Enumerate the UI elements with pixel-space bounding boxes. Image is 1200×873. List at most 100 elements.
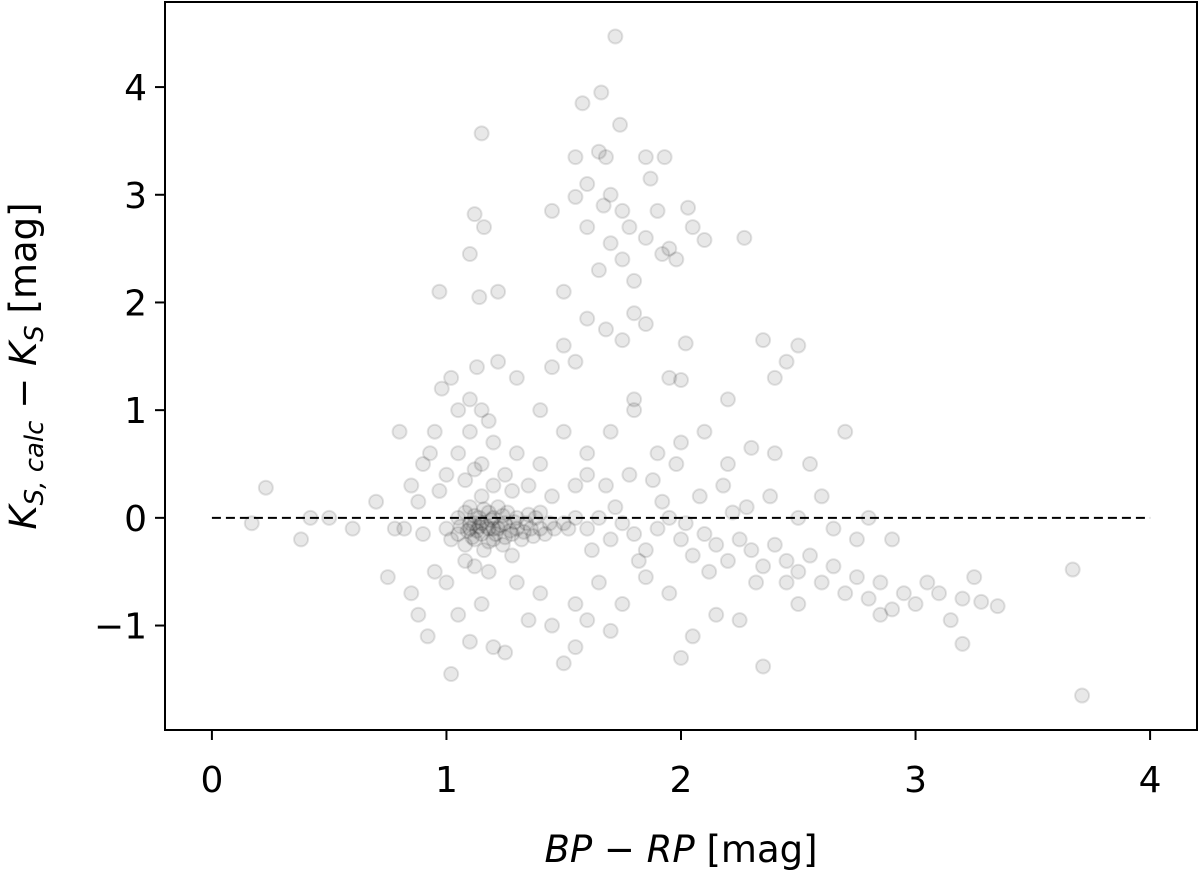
point xyxy=(715,477,732,494)
point xyxy=(403,585,420,602)
point xyxy=(696,232,713,248)
point xyxy=(673,531,689,548)
point xyxy=(790,563,807,580)
point xyxy=(614,515,631,532)
point xyxy=(431,482,448,499)
point xyxy=(825,558,842,575)
label-part: − xyxy=(2,366,45,421)
point xyxy=(536,526,553,542)
point xyxy=(680,199,697,216)
point xyxy=(461,391,478,408)
point xyxy=(473,456,490,472)
point xyxy=(719,391,736,408)
point xyxy=(766,536,783,553)
point xyxy=(724,504,741,521)
point xyxy=(637,229,654,246)
point xyxy=(583,542,600,559)
label-part: [mag] xyxy=(695,828,818,871)
point xyxy=(907,596,924,612)
point xyxy=(522,520,539,537)
point xyxy=(544,359,560,376)
point xyxy=(379,569,396,586)
point xyxy=(607,499,624,516)
point xyxy=(590,262,607,279)
point xyxy=(520,612,537,629)
label-part: RP xyxy=(647,828,696,871)
plot-frame xyxy=(164,1,1198,731)
point xyxy=(485,477,502,494)
point xyxy=(597,477,614,494)
point xyxy=(438,466,455,483)
point xyxy=(520,477,537,494)
point xyxy=(691,488,708,505)
point xyxy=(825,520,842,537)
point xyxy=(1064,561,1081,578)
point xyxy=(755,558,772,575)
point xyxy=(475,219,492,236)
point xyxy=(494,536,511,553)
point xyxy=(579,176,596,192)
point xyxy=(501,522,518,539)
point xyxy=(464,529,481,546)
point xyxy=(567,149,584,166)
point xyxy=(459,522,476,539)
point xyxy=(555,655,572,672)
point xyxy=(626,272,643,289)
point xyxy=(504,526,521,542)
point xyxy=(973,593,990,610)
point xyxy=(602,186,619,203)
point xyxy=(654,246,671,262)
point xyxy=(468,359,485,376)
point xyxy=(661,240,678,257)
point xyxy=(790,337,807,354)
point xyxy=(487,526,504,542)
point xyxy=(872,574,889,591)
point xyxy=(450,402,467,419)
point xyxy=(450,526,467,542)
point xyxy=(790,596,807,612)
point xyxy=(738,499,755,516)
point xyxy=(508,445,525,462)
point xyxy=(518,515,535,532)
label-part: S, calc xyxy=(20,421,50,506)
point xyxy=(966,569,983,586)
point xyxy=(677,335,694,352)
y-tick-label: 2 xyxy=(124,283,147,324)
point xyxy=(612,116,629,133)
point xyxy=(593,84,610,101)
point xyxy=(555,423,572,440)
point xyxy=(466,507,483,524)
point xyxy=(567,477,584,494)
point xyxy=(410,606,427,623)
point xyxy=(696,526,713,542)
point xyxy=(443,666,460,682)
point xyxy=(431,283,448,300)
point xyxy=(532,520,549,537)
point xyxy=(257,479,274,496)
point xyxy=(443,531,460,548)
point xyxy=(457,552,474,569)
point xyxy=(642,170,659,187)
y-axis-label: KS, calc − KS [mag] xyxy=(2,202,50,529)
point xyxy=(649,520,666,537)
point xyxy=(743,439,760,456)
point xyxy=(731,531,748,548)
x-tick-label: 2 xyxy=(670,760,693,801)
point xyxy=(497,515,514,532)
point xyxy=(755,658,772,675)
point xyxy=(468,522,485,539)
point xyxy=(684,628,701,645)
point xyxy=(490,499,507,516)
point xyxy=(778,552,795,569)
point xyxy=(403,477,420,494)
y-tick-label: 0 xyxy=(124,499,147,540)
point xyxy=(637,542,654,559)
point xyxy=(452,518,469,535)
point xyxy=(490,283,507,300)
point xyxy=(485,434,502,451)
point xyxy=(884,531,901,548)
label-part: K xyxy=(2,339,45,366)
point xyxy=(483,512,500,528)
point xyxy=(450,606,467,623)
point xyxy=(748,574,765,591)
